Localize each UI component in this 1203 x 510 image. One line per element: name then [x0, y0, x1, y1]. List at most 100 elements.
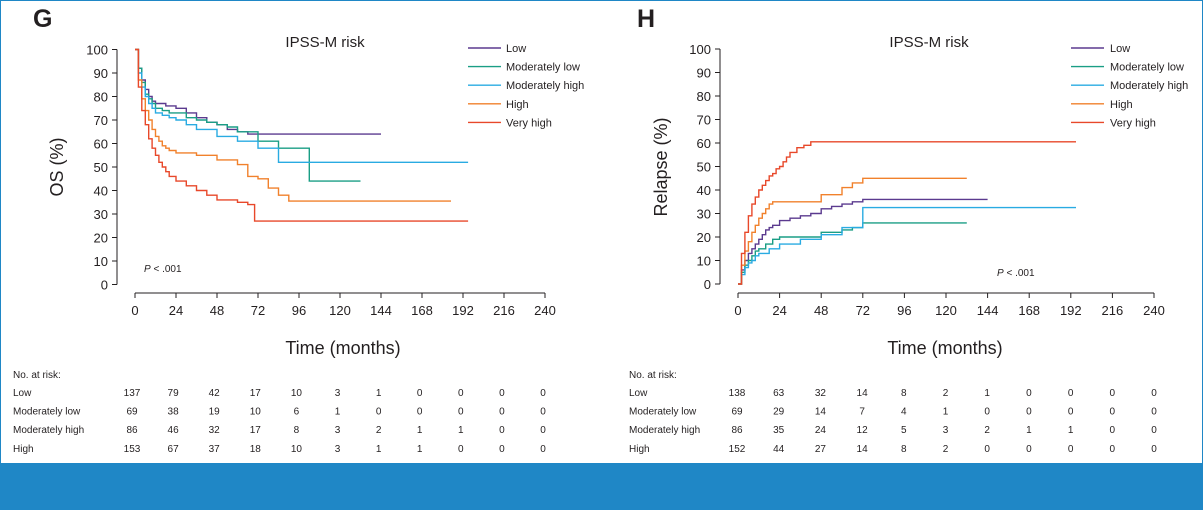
risk-table-cell: 17: [250, 388, 262, 399]
risk-table-cell: 35: [773, 425, 785, 436]
risk-table-cell: 2: [943, 444, 949, 455]
risk-table-cell: 3: [335, 388, 341, 399]
legend-label-moderately-low: Moderately low: [1110, 62, 1184, 74]
risk-table-cell: 1: [417, 425, 423, 436]
y-tick-label: 30: [94, 207, 108, 222]
panel-label: G: [33, 5, 52, 33]
risk-table-cell: 4: [901, 407, 907, 418]
y-tick-label: 30: [697, 207, 711, 222]
risk-table-cell: 1: [376, 444, 382, 455]
x-tick-label: 192: [452, 303, 474, 318]
p-value-label: P < .001: [144, 264, 182, 275]
chart-title: IPSS-M risk: [889, 34, 969, 51]
risk-table-cell: 0: [1068, 444, 1074, 455]
curve-moderately-high: [135, 48, 469, 163]
risk-table-row-label: Moderately low: [629, 407, 697, 418]
risk-table-cell: 5: [901, 425, 907, 436]
risk-table-cell: 0: [499, 444, 505, 455]
y-tick-label: 40: [697, 183, 711, 198]
risk-table-cell: 29: [773, 407, 785, 418]
risk-table-cell: 0: [458, 388, 464, 399]
risk-table-cell: 42: [209, 388, 221, 399]
legend-label-moderately-high: Moderately high: [1110, 80, 1188, 92]
risk-table-cell: 1: [335, 407, 341, 418]
risk-table-cell: 0: [1026, 444, 1032, 455]
curve-moderately-low: [738, 222, 967, 285]
risk-table-cell: 0: [984, 407, 990, 418]
risk-table-cell: 32: [815, 388, 827, 399]
risk-table-cell: 0: [1110, 407, 1116, 418]
risk-table-cell: 0: [458, 444, 464, 455]
curve-high: [738, 177, 967, 285]
risk-table-cell: 69: [126, 407, 138, 418]
p-value-text: < .001: [151, 264, 182, 275]
y-axis-label: OS (%): [47, 137, 67, 196]
x-tick-label: 240: [1143, 303, 1165, 318]
risk-table-cell: 138: [729, 388, 746, 399]
risk-table-cell: 0: [417, 388, 423, 399]
risk-table-cell: 19: [209, 407, 221, 418]
risk-table-cell: 3: [943, 425, 949, 436]
risk-table-cell: 24: [815, 425, 827, 436]
risk-table-cell: 0: [1026, 407, 1032, 418]
p-value-label: P < .001: [997, 268, 1035, 279]
risk-table-cell: 1: [943, 407, 949, 418]
x-tick-label: 120: [935, 303, 957, 318]
curve-high: [135, 48, 451, 202]
risk-table-cell: 0: [458, 407, 464, 418]
risk-table-row-label: Moderately high: [13, 425, 84, 436]
risk-table-cell: 1: [376, 388, 382, 399]
panel-label: H: [637, 5, 655, 33]
risk-table-cell: 67: [168, 444, 180, 455]
risk-table-cell: 14: [815, 407, 827, 418]
curve-moderately-high: [738, 206, 1076, 285]
x-tick-label: 72: [251, 303, 265, 318]
risk-table-header: No. at risk:: [13, 370, 61, 381]
risk-table-cell: 152: [729, 444, 746, 455]
legend-label-moderately-high: Moderately high: [506, 80, 584, 92]
risk-table-cell: 27: [815, 444, 827, 455]
curve-low: [738, 198, 988, 285]
y-tick-label: 40: [94, 184, 108, 199]
risk-table-cell: 14: [857, 444, 869, 455]
x-tick-label: 96: [292, 303, 306, 318]
legend-label-moderately-low: Moderately low: [506, 62, 580, 74]
risk-table-row-label: High: [629, 444, 650, 455]
risk-table-cell: 32: [209, 425, 221, 436]
risk-table-cell: 3: [335, 444, 341, 455]
bottom-band: [1, 463, 1202, 509]
x-tick-label: 168: [1018, 303, 1040, 318]
x-tick-label: 0: [734, 303, 741, 318]
risk-table-cell: 0: [540, 407, 546, 418]
risk-table-cell: 10: [291, 444, 303, 455]
x-tick-label: 144: [370, 303, 392, 318]
risk-table-cell: 1: [984, 388, 990, 399]
curve-low: [135, 48, 381, 135]
y-tick-label: 100: [689, 42, 711, 57]
legend-label-high: High: [1110, 99, 1133, 111]
risk-table-cell: 1: [417, 444, 423, 455]
legend-label-low: Low: [1110, 43, 1130, 55]
p-value-symbol: P: [997, 268, 1004, 279]
y-tick-label: 20: [94, 231, 108, 246]
x-tick-label: 216: [493, 303, 515, 318]
risk-table-row-label: High: [13, 444, 34, 455]
x-axis-label: Time (months): [887, 338, 1002, 358]
y-tick-label: 0: [101, 278, 108, 293]
curve-very-high: [135, 48, 469, 222]
risk-table-cell: 2: [376, 425, 382, 436]
risk-table-cell: 79: [168, 388, 180, 399]
risk-table-cell: 8: [901, 444, 907, 455]
risk-table-cell: 46: [168, 425, 180, 436]
risk-table-cell: 0: [540, 425, 546, 436]
risk-table-cell: 0: [1151, 444, 1157, 455]
x-tick-label: 24: [169, 303, 183, 318]
x-tick-label: 216: [1102, 303, 1124, 318]
risk-table-cell: 0: [376, 407, 382, 418]
legend-label-very-high: Very high: [1110, 117, 1156, 129]
risk-table-cell: 44: [773, 444, 785, 455]
y-tick-label: 90: [697, 66, 711, 81]
x-tick-label: 144: [977, 303, 999, 318]
